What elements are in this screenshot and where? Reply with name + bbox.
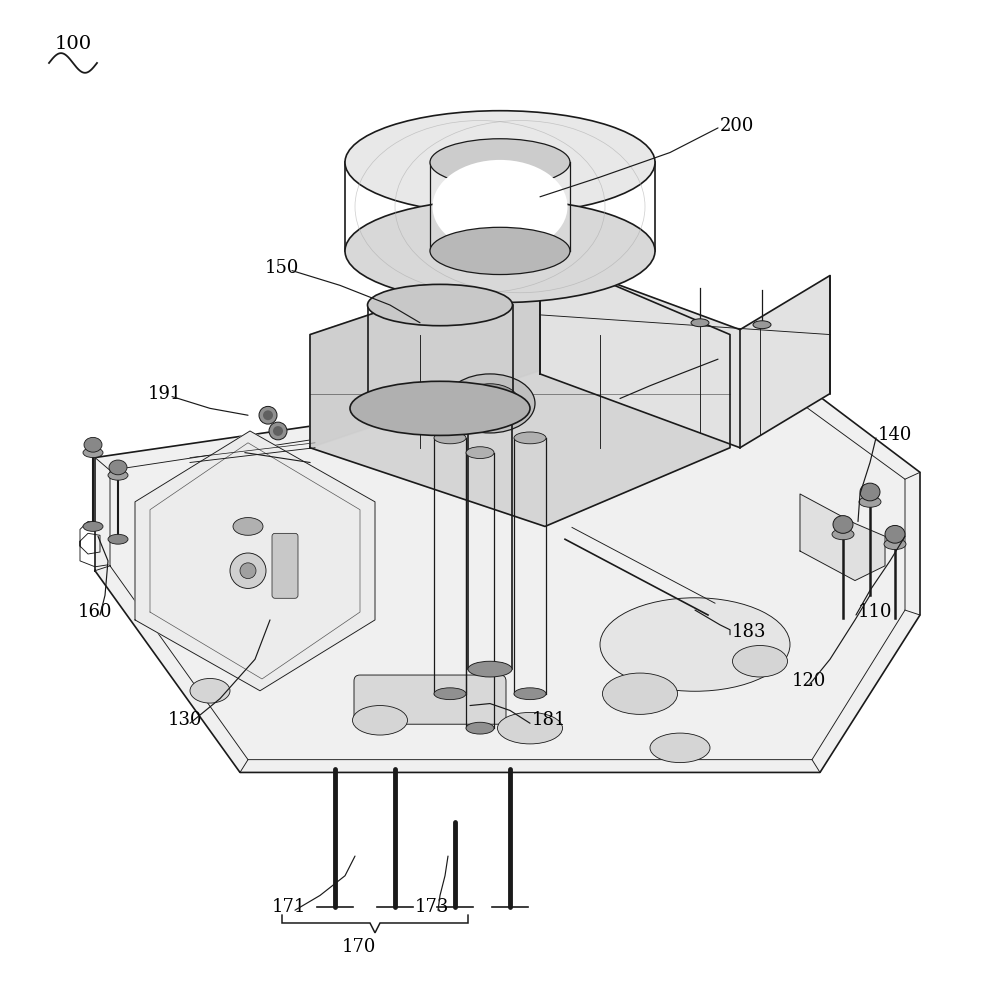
Ellipse shape	[190, 679, 230, 703]
Text: 120: 120	[792, 672, 826, 690]
Text: 191: 191	[148, 385, 182, 402]
Ellipse shape	[108, 534, 128, 544]
Polygon shape	[310, 256, 730, 526]
Ellipse shape	[432, 159, 568, 254]
Ellipse shape	[860, 483, 880, 501]
Circle shape	[240, 563, 256, 579]
Ellipse shape	[859, 496, 881, 508]
Text: 200: 200	[720, 117, 754, 135]
Ellipse shape	[602, 673, 678, 714]
Ellipse shape	[460, 384, 520, 423]
Ellipse shape	[368, 383, 512, 424]
Ellipse shape	[691, 319, 709, 327]
Circle shape	[230, 553, 266, 588]
Circle shape	[263, 410, 273, 420]
Text: 170: 170	[342, 938, 376, 955]
Ellipse shape	[514, 688, 546, 700]
Ellipse shape	[753, 321, 771, 329]
Polygon shape	[540, 256, 830, 448]
Ellipse shape	[430, 227, 570, 275]
Ellipse shape	[498, 712, 562, 744]
Ellipse shape	[650, 733, 710, 763]
Ellipse shape	[466, 447, 494, 459]
Ellipse shape	[83, 522, 103, 531]
Ellipse shape	[885, 525, 905, 543]
Ellipse shape	[109, 460, 127, 474]
Polygon shape	[95, 359, 920, 772]
Text: 150: 150	[265, 259, 299, 277]
Text: 110: 110	[858, 603, 893, 621]
Polygon shape	[310, 256, 545, 448]
Ellipse shape	[514, 432, 546, 444]
Ellipse shape	[833, 516, 853, 533]
Ellipse shape	[732, 646, 788, 677]
Ellipse shape	[350, 381, 530, 435]
Text: 183: 183	[732, 623, 767, 641]
FancyBboxPatch shape	[272, 533, 298, 598]
Text: 190: 190	[720, 347, 755, 365]
Ellipse shape	[345, 199, 655, 302]
Ellipse shape	[468, 661, 512, 677]
Text: 171: 171	[272, 898, 306, 916]
Ellipse shape	[352, 706, 408, 735]
Ellipse shape	[445, 374, 535, 433]
Circle shape	[259, 406, 277, 424]
Ellipse shape	[468, 405, 512, 421]
Ellipse shape	[233, 518, 263, 535]
Ellipse shape	[345, 110, 655, 214]
Ellipse shape	[434, 432, 466, 444]
Ellipse shape	[368, 284, 512, 326]
Ellipse shape	[832, 528, 854, 539]
Ellipse shape	[466, 722, 494, 734]
Text: 140: 140	[878, 426, 912, 444]
FancyBboxPatch shape	[354, 675, 506, 724]
Text: 130: 130	[168, 711, 202, 729]
Ellipse shape	[434, 688, 466, 700]
Ellipse shape	[600, 597, 790, 691]
Polygon shape	[800, 494, 885, 581]
Circle shape	[269, 422, 287, 440]
Text: 181: 181	[532, 711, 566, 729]
Ellipse shape	[83, 448, 103, 458]
Ellipse shape	[84, 437, 102, 452]
Text: 160: 160	[78, 603, 112, 621]
Circle shape	[273, 426, 283, 436]
Text: 100: 100	[55, 35, 92, 53]
Ellipse shape	[430, 139, 570, 186]
Ellipse shape	[108, 470, 128, 480]
Polygon shape	[135, 431, 375, 691]
Ellipse shape	[884, 539, 906, 549]
Text: 173: 173	[415, 898, 449, 916]
